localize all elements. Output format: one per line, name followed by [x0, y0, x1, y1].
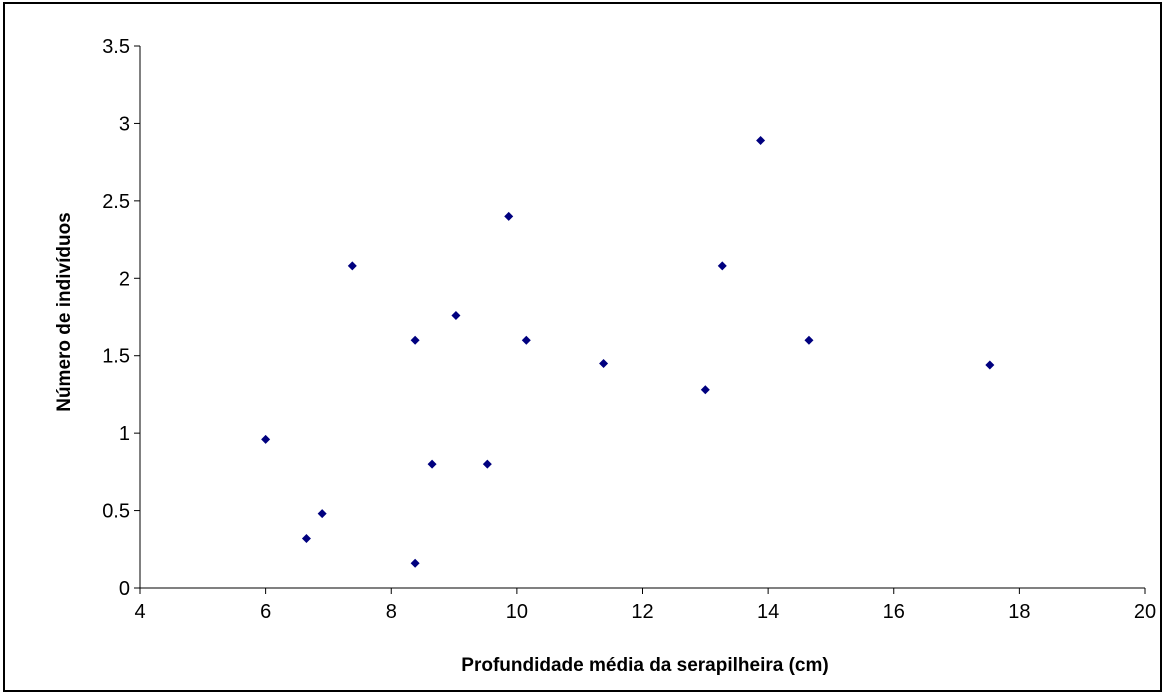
x-tick-label: 4 [134, 601, 145, 623]
chart-border [3, 2, 1162, 692]
x-tick-label: 10 [506, 601, 528, 623]
data-point [427, 459, 437, 469]
y-tick-label: 1.5 [102, 346, 130, 368]
data-point [347, 261, 357, 271]
data-point [317, 509, 327, 519]
y-tick-label: 1 [119, 423, 130, 445]
y-tick-label: 3 [119, 113, 130, 135]
y-axis: 0 0.5 1 1.5 2 2.5 3 3.5 [102, 36, 141, 600]
data-point [410, 558, 420, 568]
data-point [985, 360, 995, 370]
data-point [700, 385, 710, 395]
y-tick-label: 0 [119, 578, 130, 600]
x-axis: 4 6 8 10 12 14 16 18 20 [134, 587, 1156, 623]
data-point [504, 211, 514, 221]
y-tick-label: 2.5 [102, 191, 130, 213]
data-point [301, 533, 311, 543]
data-point [804, 335, 814, 345]
x-axis-title: Profundidade média da serapilheira (cm) [461, 655, 828, 676]
data-point [410, 335, 420, 345]
y-axis-title: Número de indivíduos [54, 212, 75, 412]
y-tick-label: 0.5 [102, 501, 130, 523]
data-point [521, 335, 531, 345]
x-tick-label: 14 [757, 601, 779, 623]
x-tick-label: 20 [1134, 601, 1156, 623]
data-point [756, 135, 766, 145]
data-point [717, 261, 727, 271]
x-tick-label: 8 [386, 601, 397, 623]
y-tick-label: 2 [119, 268, 130, 290]
data-points [261, 135, 995, 568]
data-point [261, 434, 271, 444]
x-tick-label: 12 [631, 601, 653, 623]
x-tick-label: 6 [260, 601, 271, 623]
data-point [451, 310, 461, 320]
data-point [482, 459, 492, 469]
y-tick-label: 3.5 [102, 36, 130, 58]
x-tick-label: 18 [1008, 601, 1030, 623]
data-point [599, 358, 609, 368]
x-tick-label: 16 [883, 601, 905, 623]
